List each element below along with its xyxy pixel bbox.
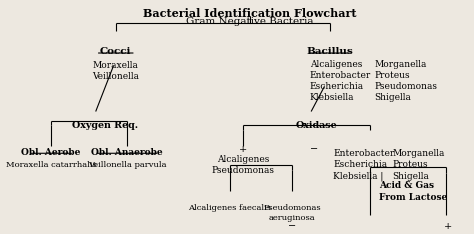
Text: Bacillus: Bacillus	[307, 47, 353, 56]
Text: Obl. Anaerobe: Obl. Anaerobe	[91, 148, 163, 157]
Text: Bacterial Identification Flowchart: Bacterial Identification Flowchart	[143, 8, 356, 19]
Text: Pseudomonas
aeruginosa: Pseudomonas aeruginosa	[263, 205, 321, 222]
Text: Moraxella
Veillonella: Moraxella Veillonella	[92, 61, 139, 81]
Text: Moraxella catarrhalis: Moraxella catarrhalis	[6, 161, 97, 169]
Text: Enterobacter
Escherichia
Klebsiella |: Enterobacter Escherichia Klebsiella |	[333, 149, 395, 181]
Text: Oxidase: Oxidase	[296, 121, 337, 130]
Text: −: −	[310, 145, 319, 154]
Text: Acid & Gas
From Lactose: Acid & Gas From Lactose	[379, 182, 447, 201]
Text: Alcaligenes
Pseudomonas: Alcaligenes Pseudomonas	[211, 155, 274, 175]
Text: +: +	[444, 222, 452, 231]
Text: +: +	[239, 145, 247, 154]
Text: −: −	[288, 222, 296, 231]
Text: Oxygen Req.: Oxygen Req.	[72, 121, 137, 130]
Text: Alcaligenes
Enterobacter
Escherichia
Klebsiella: Alcaligenes Enterobacter Escherichia Kle…	[310, 60, 371, 102]
Text: Morganella
Proteus
Pseudomonas
Shigella: Morganella Proteus Pseudomonas Shigella	[374, 60, 438, 102]
Text: Gram Negative Bacteria: Gram Negative Bacteria	[186, 18, 313, 26]
Text: Alcaligenes faecalis: Alcaligenes faecalis	[188, 205, 271, 212]
Text: Cocci: Cocci	[100, 47, 131, 56]
Text: Obl. Aerobe: Obl. Aerobe	[21, 148, 81, 157]
Text: Morganella
Proteus
Shigella: Morganella Proteus Shigella	[392, 149, 445, 181]
Text: Veillonella parvula: Veillonella parvula	[88, 161, 166, 169]
